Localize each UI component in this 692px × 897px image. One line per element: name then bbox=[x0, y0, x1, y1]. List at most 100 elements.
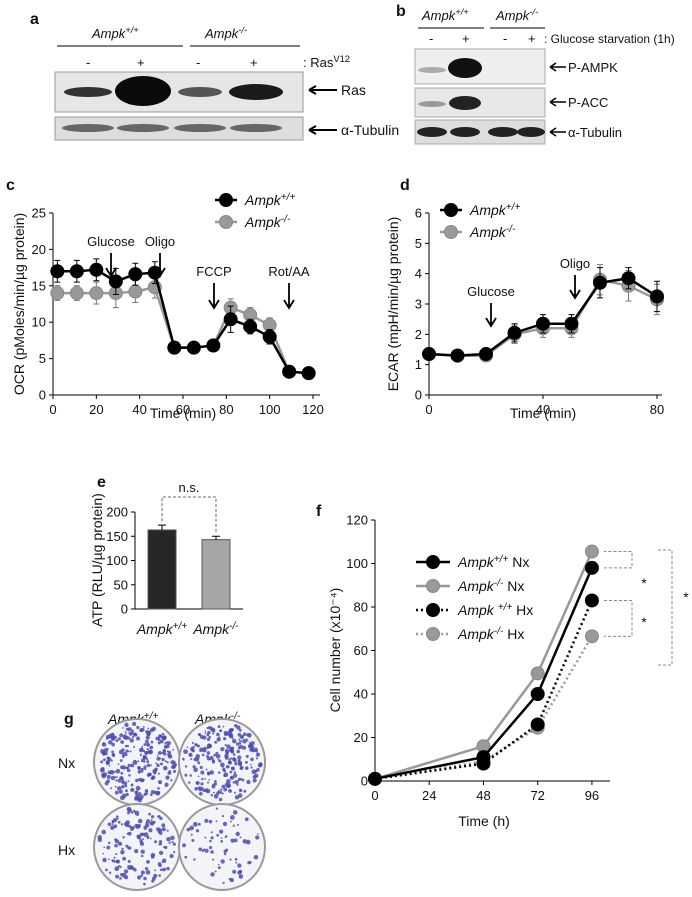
colony bbox=[235, 742, 240, 746]
colony bbox=[110, 787, 113, 790]
colony bbox=[208, 819, 213, 824]
colony bbox=[135, 785, 141, 791]
colony bbox=[131, 826, 135, 830]
colony bbox=[196, 744, 200, 748]
colony bbox=[209, 756, 214, 761]
colony bbox=[197, 775, 200, 778]
colony bbox=[108, 764, 111, 767]
colony bbox=[138, 747, 144, 753]
colony bbox=[115, 859, 119, 863]
band bbox=[229, 84, 283, 100]
colony bbox=[156, 754, 159, 757]
colony bbox=[142, 725, 145, 728]
colony bbox=[234, 779, 239, 785]
colony bbox=[137, 760, 140, 763]
colony bbox=[128, 773, 131, 777]
colony bbox=[193, 767, 198, 773]
colony bbox=[248, 741, 251, 744]
colony bbox=[120, 776, 124, 780]
colony bbox=[228, 877, 232, 881]
genotype-label: Ampk+/+ bbox=[421, 7, 469, 23]
colony bbox=[110, 759, 113, 762]
colony bbox=[200, 770, 205, 775]
series-line bbox=[374, 551, 594, 781]
colony bbox=[126, 768, 131, 773]
colony bbox=[189, 753, 192, 756]
colony bbox=[166, 750, 169, 753]
colony bbox=[242, 738, 247, 744]
colony bbox=[182, 843, 186, 848]
colony bbox=[226, 784, 231, 789]
colony bbox=[165, 744, 170, 749]
colony bbox=[150, 818, 153, 821]
colony bbox=[237, 863, 242, 868]
data-point bbox=[479, 347, 493, 362]
colony bbox=[165, 775, 170, 780]
colony bbox=[231, 728, 233, 731]
colony bbox=[157, 787, 160, 790]
colony bbox=[126, 811, 130, 815]
colony bbox=[230, 750, 235, 754]
colony bbox=[217, 771, 221, 774]
colony bbox=[239, 763, 242, 767]
data-point bbox=[301, 366, 316, 381]
colony bbox=[154, 869, 157, 872]
colony bbox=[146, 760, 150, 764]
colony bbox=[148, 750, 152, 754]
colony bbox=[213, 782, 218, 786]
colony bbox=[235, 861, 238, 864]
band bbox=[449, 96, 481, 110]
colony bbox=[252, 778, 257, 783]
colony bbox=[163, 765, 168, 771]
colony bbox=[117, 737, 121, 741]
colony bbox=[208, 779, 211, 781]
colony bbox=[228, 758, 231, 761]
colony bbox=[145, 792, 148, 795]
data-point bbox=[186, 340, 201, 355]
panel-letter: c bbox=[6, 177, 15, 194]
annotation: Rot/AA bbox=[268, 264, 310, 279]
colony bbox=[164, 782, 169, 787]
colony bbox=[210, 872, 215, 877]
colony bbox=[201, 849, 205, 852]
data-point bbox=[282, 364, 297, 379]
colony bbox=[213, 793, 219, 799]
colony bbox=[191, 838, 195, 842]
colony bbox=[151, 726, 156, 731]
colony bbox=[232, 753, 236, 756]
colony bbox=[251, 769, 257, 775]
colony bbox=[145, 735, 150, 740]
colony bbox=[121, 847, 124, 851]
colony bbox=[195, 743, 198, 746]
colony bbox=[145, 870, 151, 875]
bar bbox=[201, 539, 231, 610]
colony bbox=[150, 789, 155, 794]
error-bar bbox=[158, 524, 166, 530]
colony bbox=[164, 742, 167, 745]
data-point bbox=[476, 750, 491, 765]
colony bbox=[204, 836, 207, 839]
colony bbox=[210, 831, 213, 834]
colony bbox=[232, 810, 238, 815]
colony bbox=[221, 814, 225, 818]
annotation-arrow bbox=[208, 283, 220, 310]
colony bbox=[139, 841, 145, 846]
data-point bbox=[50, 264, 65, 279]
bar bbox=[147, 529, 177, 610]
legend-label: Ampk-/- Hx bbox=[457, 626, 524, 642]
colony bbox=[191, 748, 195, 753]
colony bbox=[190, 833, 193, 836]
colony bbox=[240, 777, 242, 780]
panel-letter: b bbox=[396, 3, 406, 20]
colony bbox=[124, 722, 129, 727]
colony bbox=[207, 771, 210, 775]
colony bbox=[236, 783, 239, 786]
colony bbox=[221, 765, 224, 768]
colony bbox=[237, 759, 241, 763]
arrow bbox=[549, 127, 566, 137]
genotype-label: Ampk+/+ bbox=[91, 25, 139, 41]
colony bbox=[234, 857, 238, 861]
colony bbox=[182, 757, 185, 761]
colony bbox=[128, 825, 132, 828]
colony bbox=[217, 866, 221, 870]
